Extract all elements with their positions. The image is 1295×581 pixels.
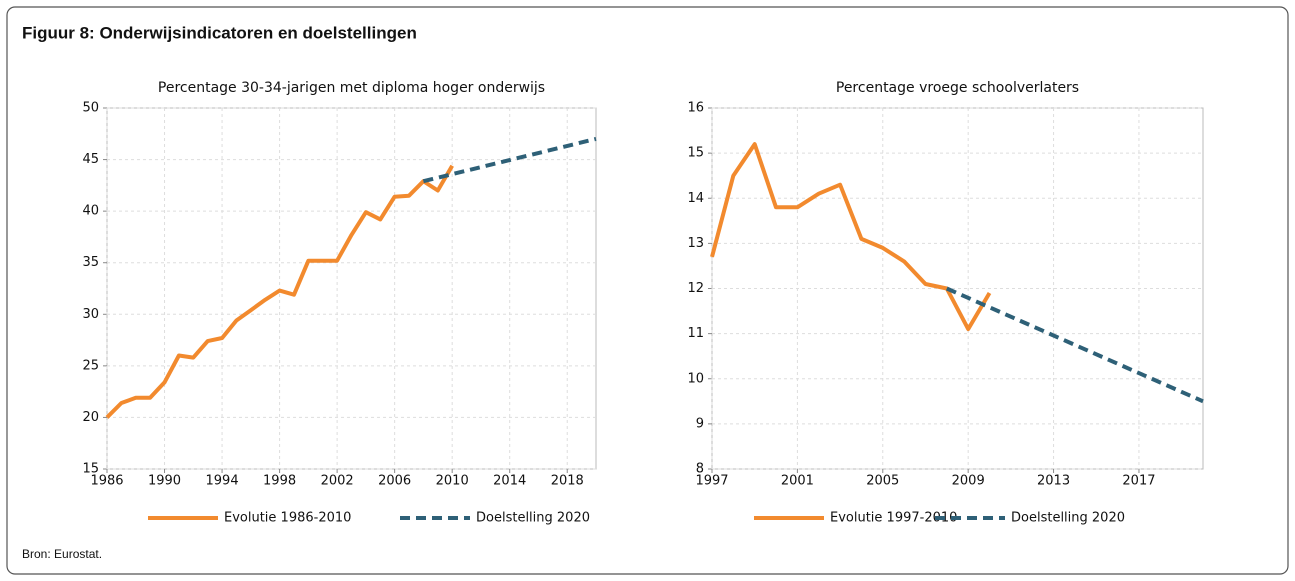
plot-area xyxy=(106,107,597,470)
x-tick-label: 2010 xyxy=(436,474,469,489)
y-tick-label: 40 xyxy=(82,204,99,219)
source: Bron: Eurostat. xyxy=(22,547,102,561)
series-line xyxy=(422,136,597,184)
y-tick-label: 35 xyxy=(82,255,99,270)
x-tick-label: 2013 xyxy=(1037,474,1070,489)
series-line xyxy=(105,164,454,419)
y-tick-label: 9 xyxy=(696,416,704,431)
x-tick-label: 2006 xyxy=(378,474,411,489)
figure-title: Figuur 8: Onderwijsindicatoren en doelst… xyxy=(22,23,417,42)
x-tick-label: 2001 xyxy=(781,474,814,489)
legend-label: Evolutie 1997-2010 xyxy=(830,511,957,526)
x-tick-label: 1997 xyxy=(695,474,728,489)
y-tick-label: 30 xyxy=(82,307,99,322)
x-tick-label: 2017 xyxy=(1122,474,1155,489)
y-tick-label: 13 xyxy=(687,236,704,251)
y-tick-label: 16 xyxy=(687,101,704,116)
legend-label: Doelstelling 2020 xyxy=(476,511,590,526)
y-tick-label: 45 xyxy=(82,152,99,167)
x-tick-label: 2002 xyxy=(321,474,354,489)
y-tick-label: 14 xyxy=(687,191,704,206)
series-line xyxy=(710,142,992,332)
x-tick-label: 2014 xyxy=(493,474,526,489)
x-tick-label: 1994 xyxy=(206,474,239,489)
legend-label: Evolutie 1986-2010 xyxy=(224,511,351,526)
x-tick-label: 1990 xyxy=(148,474,181,489)
legend-label: Doelstelling 2020 xyxy=(1011,511,1125,526)
y-tick-label: 15 xyxy=(82,462,99,477)
x-tick-label: 2018 xyxy=(551,474,584,489)
y-tick-label: 8 xyxy=(696,462,704,477)
y-tick-label: 20 xyxy=(82,410,99,425)
y-tick-label: 12 xyxy=(687,281,704,296)
x-tick-label: 2005 xyxy=(866,474,899,489)
y-tick-label: 15 xyxy=(687,146,704,161)
y-tick-label: 25 xyxy=(82,358,99,373)
y-tick-label: 50 xyxy=(82,101,99,116)
x-tick-label: 1986 xyxy=(90,474,123,489)
y-tick-label: 11 xyxy=(687,326,704,341)
chart-title: Percentage 30-34-jarigen met diploma hog… xyxy=(158,80,545,96)
x-tick-label: 2009 xyxy=(952,474,985,489)
chart-title: Percentage vroege schoolverlaters xyxy=(836,80,1079,96)
series-line xyxy=(945,286,1204,404)
y-tick-label: 10 xyxy=(687,371,704,386)
x-tick-label: 1998 xyxy=(263,474,296,489)
